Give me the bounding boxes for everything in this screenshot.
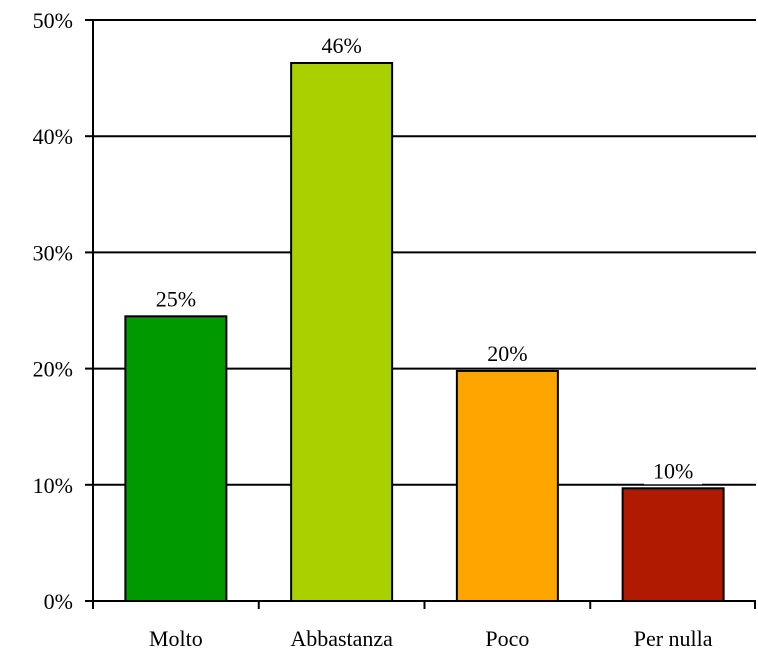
data-label: 20% — [487, 341, 527, 366]
bars — [124, 61, 725, 603]
y-tick-label: 40% — [33, 124, 73, 149]
x-category-label: Abbastanza — [290, 626, 393, 651]
data-label-background — [146, 284, 205, 313]
x-category-label: Per nulla — [634, 626, 713, 651]
data-label: 10% — [653, 458, 693, 483]
labels: 0% 10% 20% 30% 40% 50% 25% Molto 46% Abbastanza 20… — [33, 8, 713, 651]
y-tick-label: 20% — [33, 357, 73, 382]
data-label: 46% — [321, 33, 361, 58]
bar — [621, 487, 725, 603]
y-tick-label: 50% — [33, 8, 73, 33]
bar — [290, 61, 394, 602]
bar — [124, 315, 228, 602]
axes — [85, 19, 756, 609]
x-category-label: Poco — [485, 626, 529, 651]
data-label: 25% — [156, 286, 196, 311]
data-label-background — [478, 338, 537, 367]
y-tick-label: 30% — [33, 240, 73, 265]
y-tick-label: 10% — [33, 473, 73, 498]
bar — [455, 369, 559, 603]
data-label-background — [312, 30, 371, 59]
x-category-label: Molto — [149, 626, 203, 651]
y-tick-label: 0% — [44, 589, 73, 614]
data-label-background — [644, 456, 703, 485]
